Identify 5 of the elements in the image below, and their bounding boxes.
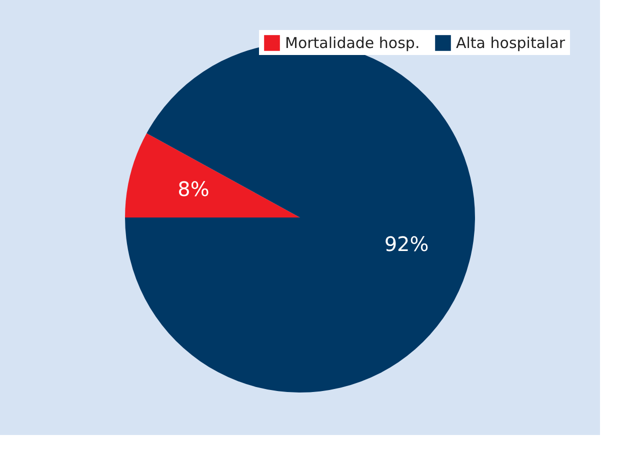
legend-label: Alta hospitalar xyxy=(456,34,566,52)
pie-slice xyxy=(125,133,300,218)
data-label: 92% xyxy=(384,232,429,256)
data-label: 8% xyxy=(178,177,210,202)
legend-label: Mortalidade hosp. xyxy=(285,34,420,52)
